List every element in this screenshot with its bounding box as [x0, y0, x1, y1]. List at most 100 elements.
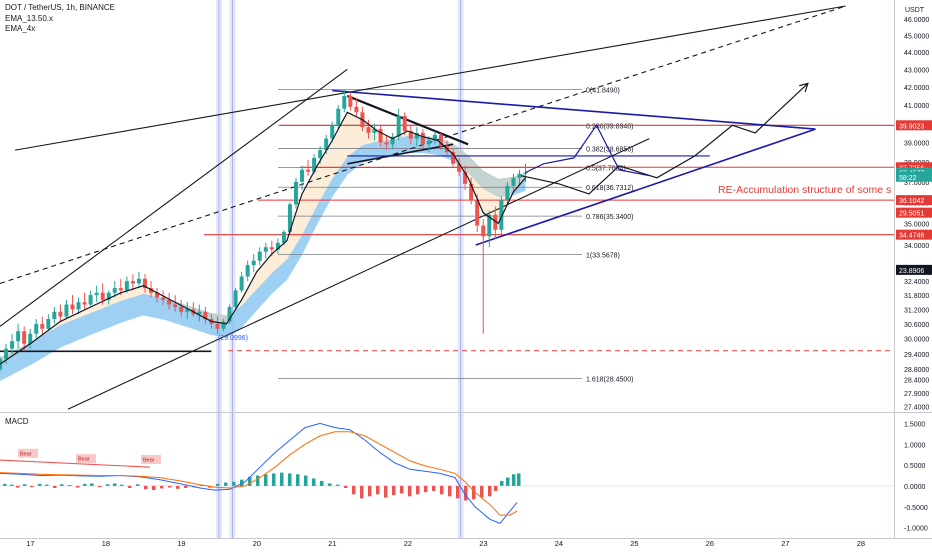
trend-line-7 [332, 89, 816, 130]
fib-label-4: 0.618(36.7312) [586, 185, 633, 192]
macd-line [0, 422, 518, 525]
macd-hist-bar-63 [494, 485, 498, 491]
candle-body-6 [34, 323, 39, 334]
bear-label-1: Bear [78, 457, 90, 463]
currency-label: USDT [905, 7, 925, 14]
candle-body-48 [287, 204, 292, 232]
macd-hist-bar-38 [296, 474, 300, 486]
candle-body-76 [457, 163, 462, 172]
candle-body-41 [245, 265, 250, 277]
macd-hist-bar-47 [368, 485, 372, 497]
candle-body-28 [167, 299, 172, 305]
symbol-title: DOT / TetherUS, 1h, BINANCE [5, 3, 115, 12]
candle-body-77 [463, 171, 468, 184]
macd-hist-bar-18 [136, 484, 140, 486]
candle-body-85 [511, 177, 516, 186]
macd-hist-bar-5 [38, 483, 42, 486]
candle-body-43 [257, 251, 262, 261]
macd-hist-bar-22 [168, 485, 172, 488]
bear-divergence-line [0, 459, 151, 468]
candle-body-7 [40, 323, 45, 329]
macd-hist-bar-41 [320, 480, 324, 486]
candle-body-62 [372, 129, 377, 133]
candle-body-66 [396, 116, 401, 137]
bear-label-bg-1 [76, 454, 96, 464]
macd-hist-bar-13 [98, 485, 102, 488]
macd-hist-bar-6 [45, 484, 49, 486]
candle-body-34 [203, 311, 208, 320]
candle-body-3 [16, 331, 21, 342]
price-badge-bg-0 [896, 120, 932, 131]
candle-body-81 [487, 214, 492, 237]
candle-body-57 [342, 95, 347, 109]
fib-label-1: 0.236(39.8946) [586, 123, 633, 130]
candle-body-14 [82, 302, 87, 305]
bear-label-bg-2 [141, 455, 161, 464]
trend-line-6 [347, 143, 454, 165]
candle-body-56 [336, 108, 341, 126]
macd-hist-bar-52 [408, 485, 412, 497]
macd-hist-bar-51 [400, 485, 404, 494]
time-tick-4: 21 [328, 539, 336, 548]
candle-body-58 [348, 95, 353, 107]
candle-body-45 [269, 247, 274, 250]
macd-hist-bar-28 [216, 483, 220, 486]
candle-body-15 [88, 295, 93, 305]
price-tick-12: 34.0000 [904, 243, 929, 250]
macd-hist-bar-4 [30, 485, 34, 488]
candle-body-36 [215, 323, 220, 329]
macd-tick-4: -0.5000 [904, 505, 928, 512]
candle-body-25 [149, 288, 154, 293]
macd-hist-bar-37 [288, 473, 292, 486]
price-tick-22: 27.9000 [904, 391, 929, 398]
time-tick-11: 28 [857, 539, 865, 548]
candle-body-23 [136, 278, 141, 284]
macd-hist-bar-49 [384, 485, 388, 498]
candle-body-87 [523, 172, 528, 174]
price-tick-4: 42.0000 [904, 85, 929, 92]
macd-hist-bar-32 [248, 476, 252, 486]
candle-body-69 [414, 132, 419, 139]
candle-body-5 [28, 333, 33, 344]
macd-hist-bar-55 [432, 485, 436, 491]
candle-body-73 [438, 134, 443, 147]
macd-hist-bar-58 [456, 485, 460, 499]
macd-hist-bar-44 [344, 485, 348, 488]
macd-hist-bar-20 [152, 485, 156, 491]
candle-body-26 [155, 292, 160, 298]
candle-body-21 [124, 281, 129, 291]
candle-body-55 [330, 125, 335, 139]
candle-body-24 [142, 278, 147, 289]
price-tick-21: 28.4000 [904, 378, 929, 385]
price-tick-18: 30.0000 [904, 337, 929, 344]
macd-hist-bar-50 [392, 485, 396, 496]
macd-hist-bar-60 [472, 485, 476, 500]
macd-hist-bar-0 [3, 483, 7, 486]
candle-body-31 [185, 309, 190, 312]
macd-hist-bar-67 [517, 473, 521, 486]
macd-tick-3: 0.0000 [904, 484, 926, 491]
macd-hist-bar-54 [424, 485, 428, 493]
bear-label-bg-0 [18, 448, 38, 458]
price-tick-1: 45.0000 [904, 33, 929, 40]
candle-body-30 [179, 306, 184, 312]
candle-body-75 [451, 152, 456, 164]
candle-body-18 [106, 292, 111, 300]
macd-hist-bar-46 [360, 485, 364, 499]
macd-hist-bar-29 [224, 482, 228, 486]
candle-body-11 [64, 304, 69, 317]
macd-hist-bar-42 [328, 483, 332, 486]
fib-label-7: 1.618(28.4500) [586, 376, 633, 383]
macd-hist-bar-64 [500, 480, 504, 486]
price-badge-0: 39.9023 [899, 123, 924, 130]
candle-body-33 [197, 311, 202, 315]
price-tick-5: 41.0000 [904, 103, 929, 110]
fib-label-0: 0(41.8490) [586, 88, 620, 95]
fib-label-6: 1(33.5678) [586, 253, 620, 260]
candle-body-17 [100, 292, 105, 300]
time-tick-3: 20 [253, 539, 261, 548]
candle-body-37 [221, 321, 226, 329]
macd-hist-bar-61 [480, 485, 484, 498]
